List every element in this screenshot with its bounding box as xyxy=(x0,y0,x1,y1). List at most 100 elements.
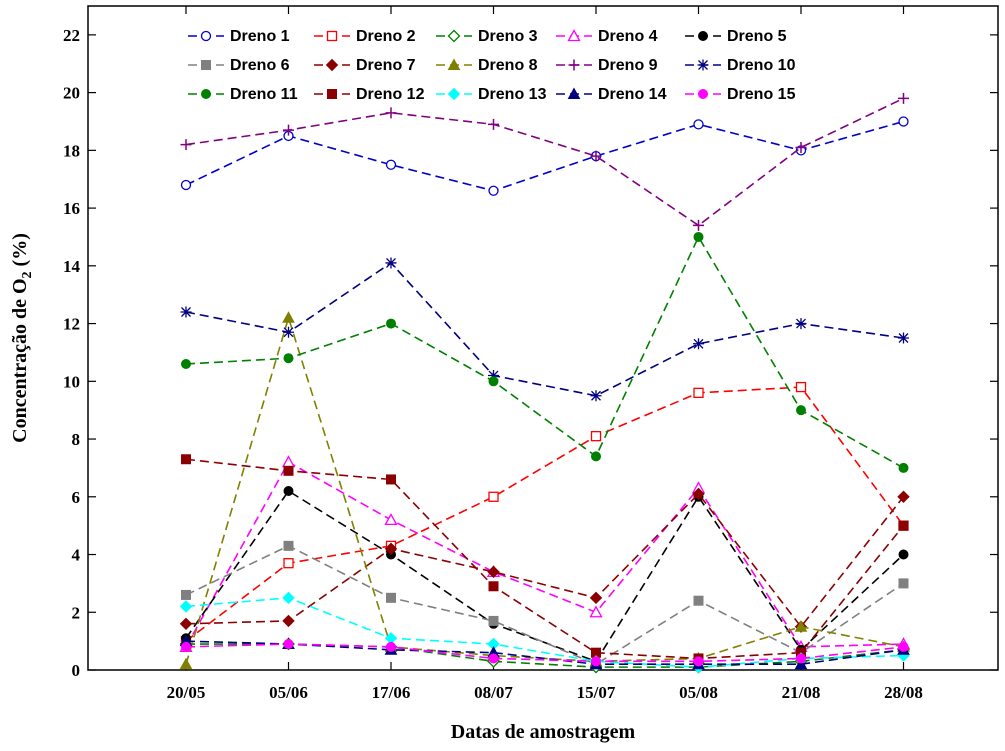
y-axis-title-unit: (%) xyxy=(9,233,31,271)
data-point xyxy=(384,542,398,555)
legend-label: Dreno 14 xyxy=(598,86,667,103)
legend-entry: Dreno 10 xyxy=(685,57,796,74)
y-tick-label: 2 xyxy=(72,603,81,622)
x-axis-title: Datas de amostragem xyxy=(451,721,636,743)
legend-marker xyxy=(326,30,338,42)
legend-marker xyxy=(201,89,211,99)
data-point xyxy=(180,139,192,151)
data-point xyxy=(897,490,910,503)
data-point xyxy=(693,231,704,242)
legend-entry: Dreno 15 xyxy=(685,86,796,103)
legend-marker xyxy=(567,87,581,99)
y-tick-label: 22 xyxy=(63,26,80,45)
data-point xyxy=(692,487,705,501)
x-tick-label: 08/07 xyxy=(474,683,513,702)
x-tick-label: 20/05 xyxy=(167,683,206,702)
data-point xyxy=(898,549,909,560)
data-point xyxy=(693,387,704,399)
data-point xyxy=(795,141,807,153)
data-point xyxy=(590,150,602,162)
data-point xyxy=(283,326,294,338)
series-5 xyxy=(181,486,909,667)
x-axis: 20/05 05/06 17/06 08/07 15/07 05/08 21/08 28/08 xyxy=(167,6,923,702)
legend-entry: Dreno 12 xyxy=(314,86,425,103)
data-point xyxy=(488,376,499,387)
data-point xyxy=(795,381,807,393)
data-point xyxy=(590,431,602,442)
data-point xyxy=(181,641,191,652)
data-point xyxy=(282,614,295,628)
data-point xyxy=(180,179,192,191)
data-point xyxy=(488,653,499,664)
data-point xyxy=(589,605,603,618)
y-axis-title-subscript: 2 xyxy=(20,271,35,278)
legend-label: Dreno 5 xyxy=(727,28,787,45)
data-point xyxy=(179,600,193,613)
legend-label: Dreno 3 xyxy=(478,28,538,45)
series-line xyxy=(185,386,905,642)
legend-marker xyxy=(447,87,461,101)
legend-marker xyxy=(698,31,708,41)
legend-entry: Dreno 2 xyxy=(314,28,416,45)
series-layer xyxy=(179,92,911,674)
y-tick-label: 10 xyxy=(63,372,80,391)
x-tick-label: 15/07 xyxy=(577,683,616,702)
series-7 xyxy=(179,487,910,633)
data-point xyxy=(386,474,396,485)
data-point xyxy=(898,462,909,473)
legend-entry: Dreno 13 xyxy=(436,86,547,103)
legend-label: Dreno 10 xyxy=(727,57,796,74)
legend-marker xyxy=(698,89,708,99)
series-9 xyxy=(180,92,909,231)
legend-entry: Dreno 3 xyxy=(436,28,538,45)
y-axis-title: Concentração de O2 (%) xyxy=(9,233,35,443)
legend-label: Dreno 8 xyxy=(478,57,538,74)
data-point xyxy=(488,185,499,196)
legend-label: Dreno 12 xyxy=(356,86,425,103)
y-tick-label: 18 xyxy=(63,141,80,160)
x-tick-label: 05/06 xyxy=(269,683,308,702)
legend-marker xyxy=(327,89,337,99)
series-11 xyxy=(181,231,909,473)
y-tick-label: 14 xyxy=(63,257,81,276)
legend-label: Dreno 4 xyxy=(598,28,658,45)
legend-marker xyxy=(447,58,461,70)
series-line xyxy=(185,643,904,663)
series-line xyxy=(185,97,904,227)
legend-marker xyxy=(200,30,212,42)
data-point xyxy=(281,455,296,468)
data-point xyxy=(283,558,294,569)
legend-marker xyxy=(568,59,580,71)
data-point xyxy=(386,318,396,329)
y-axis: 0 2 4 6 8 10 12 14 16 18 20 22 xyxy=(63,26,998,680)
series-15 xyxy=(181,639,909,667)
data-point xyxy=(591,656,601,667)
series-line xyxy=(185,120,904,192)
data-point xyxy=(488,118,499,130)
series-line xyxy=(185,261,904,397)
legend-label: Dreno 9 xyxy=(598,57,658,74)
data-point xyxy=(282,311,295,323)
legend-entry: Dreno 7 xyxy=(314,57,416,74)
data-point xyxy=(179,617,193,631)
data-point xyxy=(283,124,294,136)
y-axis-title-main: Concentração de O xyxy=(9,278,31,442)
data-point xyxy=(796,653,806,664)
y-tick-label: 0 xyxy=(72,661,81,680)
series-line xyxy=(185,544,904,666)
y-tick-label: 4 xyxy=(72,546,81,565)
data-point xyxy=(180,306,192,318)
data-point xyxy=(386,641,396,652)
legend-label: Dreno 11 xyxy=(230,86,298,103)
legend-label: Dreno 13 xyxy=(478,86,547,103)
data-point xyxy=(898,116,909,127)
legend-marker xyxy=(567,29,581,42)
legend-marker xyxy=(697,59,709,71)
data-point xyxy=(386,592,396,603)
data-point xyxy=(282,591,295,605)
legend-entry: Dreno 8 xyxy=(436,57,538,74)
data-point xyxy=(693,219,704,231)
data-point xyxy=(794,657,808,670)
legend-label: Dreno 6 xyxy=(230,57,290,74)
